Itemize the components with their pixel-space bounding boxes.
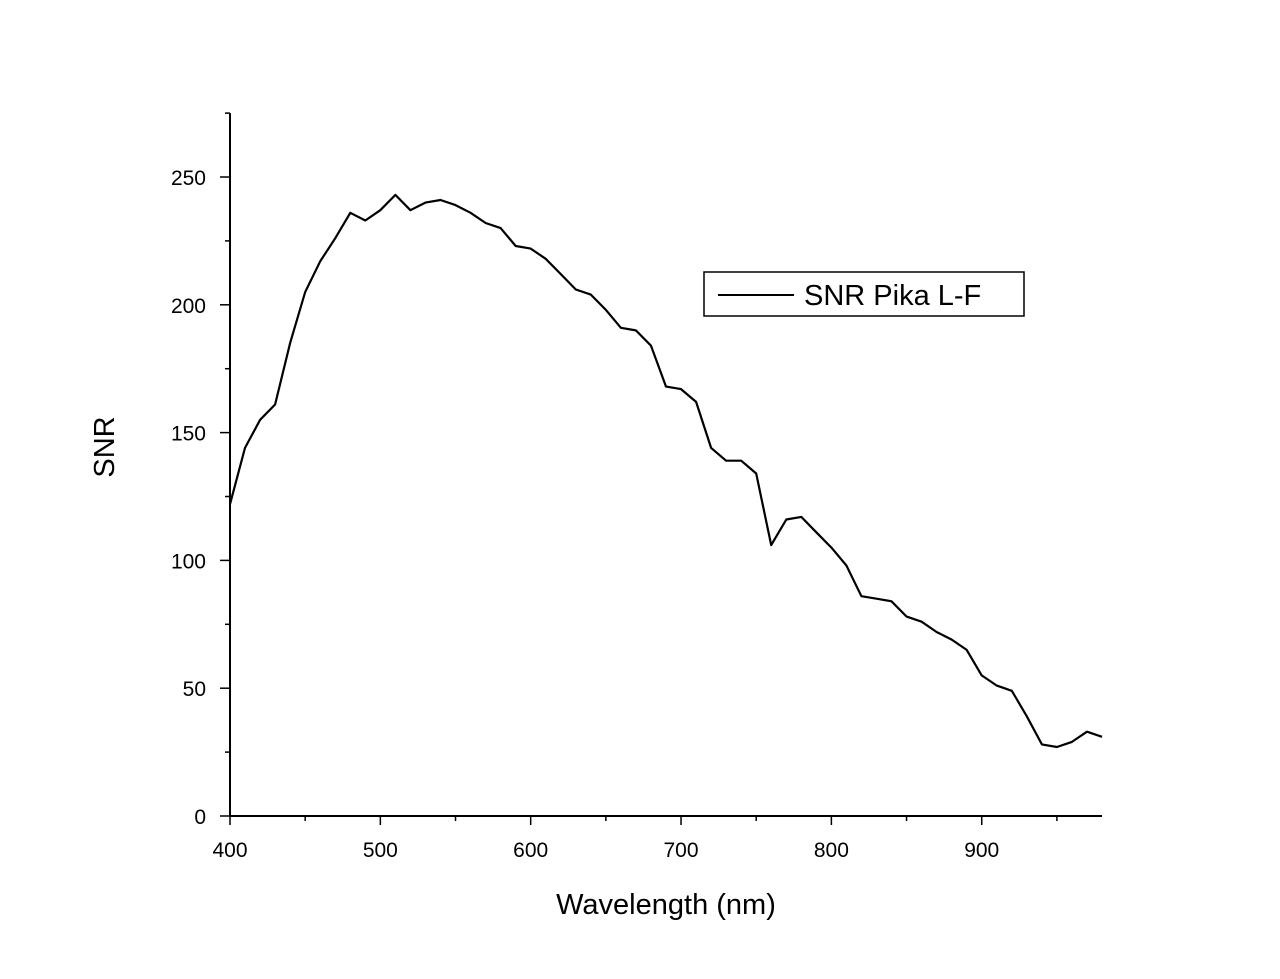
y-axis: 0 50 100 150 200 250 <box>171 112 231 829</box>
x-tick-label: 700 <box>664 839 699 862</box>
y-tick-label: 50 <box>183 678 206 701</box>
x-tick-label: 800 <box>814 839 849 862</box>
y-tick-label: 250 <box>171 167 206 190</box>
y-tick-label: 100 <box>171 550 206 573</box>
x-axis: 400 500 600 700 800 900 <box>212 815 1102 862</box>
y-tick-label: 0 <box>194 806 206 829</box>
legend: SNR Pika L-F <box>703 271 1025 317</box>
x-tick-label: 600 <box>513 839 548 862</box>
y-tick-label: 150 <box>171 423 206 446</box>
plot-area <box>228 193 1103 749</box>
snr-series-line <box>228 193 1103 749</box>
y-axis-title: SNR <box>89 416 121 477</box>
x-axis-title: Wavelength (nm) <box>556 889 776 921</box>
x-tick-label: 500 <box>363 839 398 862</box>
legend-label: SNR Pika L-F <box>804 280 981 312</box>
y-tick-label: 200 <box>171 295 206 318</box>
x-tick-label: 400 <box>212 839 247 862</box>
x-tick-label: 900 <box>964 839 999 862</box>
